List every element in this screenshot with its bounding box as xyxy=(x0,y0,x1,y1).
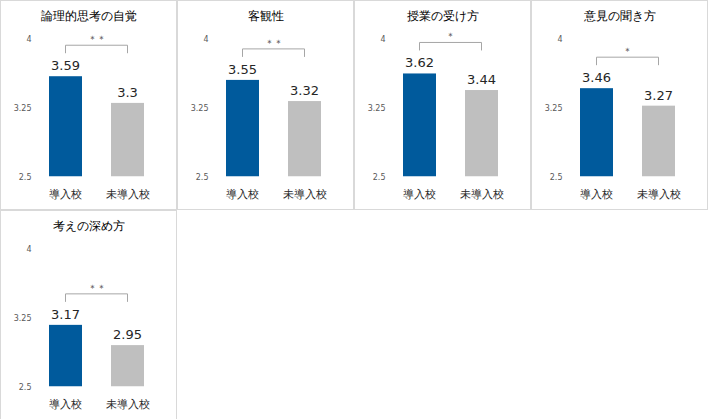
significance-bracket xyxy=(66,294,128,302)
bar xyxy=(288,101,321,176)
y-tick-label: 4 xyxy=(557,35,562,44)
y-tick-label: 4 xyxy=(203,35,208,44)
category-label: 未導入校 xyxy=(106,188,150,201)
y-tick-label: 2.5 xyxy=(373,173,386,182)
category-label: 未導入校 xyxy=(283,188,327,201)
bar xyxy=(580,88,613,176)
significance-bracket xyxy=(597,57,659,65)
panel: 論理的思考の自覚 2.5 3.25 4 3.59 3.3 導入校 未導入校 ＊＊ xyxy=(1,1,177,210)
y-tick-label: 3.25 xyxy=(545,104,563,113)
data-label: 2.95 xyxy=(113,327,142,342)
bar xyxy=(111,103,144,177)
panel-frame xyxy=(1,211,177,419)
bar xyxy=(403,73,436,176)
data-label: 3.17 xyxy=(51,307,80,322)
data-label: 3.3 xyxy=(117,85,138,100)
category-label: 導入校 xyxy=(580,188,613,201)
bars xyxy=(49,325,144,387)
chart-title: 考えの深め方 xyxy=(53,219,125,233)
y-tick-label: 2.5 xyxy=(19,383,32,392)
y-tick-label: 4 xyxy=(26,35,31,44)
bars xyxy=(226,80,321,177)
significance-label: ＊＊ xyxy=(88,283,106,293)
category-label: 導入校 xyxy=(226,188,259,201)
panel: 客観性 2.5 3.25 4 3.55 3.32 導入校 未導入校 ＊＊ xyxy=(178,1,354,210)
bar xyxy=(111,345,144,386)
category-label: 導入校 xyxy=(403,188,436,201)
y-tick-label: 3.25 xyxy=(14,314,32,323)
category-label: 導入校 xyxy=(49,398,82,411)
chart-canvas: 論理的思考の自覚2.53.2543.593.3導入校未導入校＊＊客観性2.53.… xyxy=(0,0,710,419)
panel-frame xyxy=(178,1,354,210)
category-label: 導入校 xyxy=(49,188,82,201)
bar xyxy=(49,325,82,387)
y-tick-label: 3.25 xyxy=(14,104,32,113)
data-label: 3.27 xyxy=(644,88,673,103)
bar xyxy=(465,90,498,176)
chart-title: 客観性 xyxy=(248,9,284,23)
chart-title: 論理的思考の自覚 xyxy=(41,9,137,23)
y-tick-label: 4 xyxy=(26,245,31,254)
y-tick-label: 2.5 xyxy=(19,173,32,182)
panel-frame xyxy=(532,1,708,210)
panel-frame xyxy=(1,1,177,210)
chart-root: 論理的思考の自覚2.53.2543.593.3導入校未導入校＊＊客観性2.53.… xyxy=(0,0,710,419)
data-label: 3.62 xyxy=(405,55,434,70)
data-label: 3.46 xyxy=(582,70,611,85)
data-label: 3.59 xyxy=(51,58,80,73)
significance-bracket xyxy=(243,49,305,57)
y-tick-label: 3.25 xyxy=(368,104,386,113)
category-label: 未導入校 xyxy=(460,188,504,201)
panel: 考えの深め方 2.5 3.25 4 3.17 2.95 導入校 未導入校 ＊＊ xyxy=(1,211,177,419)
bar xyxy=(642,106,675,177)
chart-title: 授業の受け方 xyxy=(407,9,479,23)
panel: 授業の受け方 2.5 3.25 4 3.62 3.44 導入校 未導入校 ＊ xyxy=(355,1,531,210)
category-label: 未導入校 xyxy=(637,188,681,201)
data-label: 3.44 xyxy=(467,72,496,87)
significance-label: ＊ xyxy=(623,46,632,56)
significance-bracket xyxy=(420,42,482,50)
bars xyxy=(49,76,144,176)
y-tick-label: 4 xyxy=(380,35,385,44)
data-label: 3.32 xyxy=(290,83,319,98)
y-tick-label: 2.5 xyxy=(550,173,563,182)
bars xyxy=(580,88,675,176)
bars xyxy=(403,73,498,176)
significance-bracket xyxy=(66,45,128,53)
significance-label: ＊ xyxy=(446,31,455,41)
data-label: 3.55 xyxy=(228,62,257,77)
category-label: 未導入校 xyxy=(106,398,150,411)
bar xyxy=(49,76,82,176)
y-tick-label: 2.5 xyxy=(196,173,209,182)
significance-label: ＊＊ xyxy=(88,34,106,44)
significance-label: ＊＊ xyxy=(265,38,283,48)
chart-title: 意見の聞き方 xyxy=(583,9,656,23)
panel: 意見の聞き方 2.5 3.25 4 3.46 3.27 導入校 未導入校 ＊ xyxy=(532,1,708,210)
y-tick-label: 3.25 xyxy=(191,104,209,113)
panel-frame xyxy=(355,1,531,210)
bar xyxy=(226,80,259,177)
